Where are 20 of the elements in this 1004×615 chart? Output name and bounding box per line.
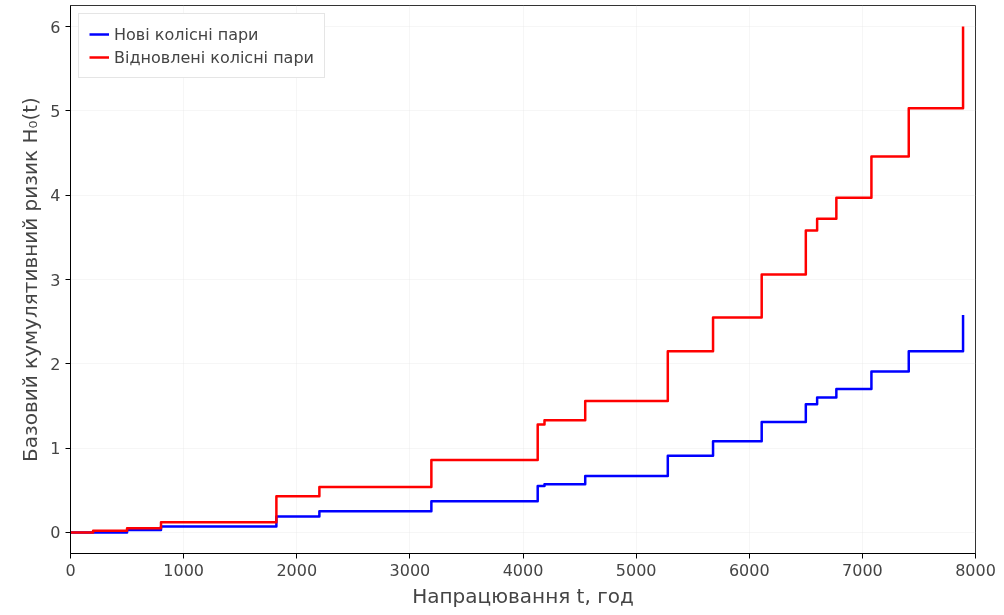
legend-label: Відновлені колісні пари xyxy=(114,47,314,67)
x-tick-label: 0 xyxy=(65,560,76,580)
x-tick-label: 4000 xyxy=(502,560,544,580)
legend-label: Нові колісні пари xyxy=(114,24,259,44)
y-tick-label: 0 xyxy=(50,523,61,543)
y-tick-label: 6 xyxy=(50,17,61,37)
x-tick-label: 8000 xyxy=(955,560,996,580)
x-tick-label: 7000 xyxy=(842,560,883,580)
y-axis-title: Базовий кумулятивний ризик H₀(t) xyxy=(18,97,43,462)
y-tick-label: 3 xyxy=(50,270,61,290)
x-tick-label: 3000 xyxy=(389,560,431,580)
x-tick-label: 5000 xyxy=(615,560,657,580)
x-tick-label: 2000 xyxy=(276,560,318,580)
x-tick-label: 1000 xyxy=(163,560,204,580)
x-tick-label: 6000 xyxy=(728,560,770,580)
y-tick-label: 1 xyxy=(50,439,61,459)
x-axis-title: Напрацювання t, год xyxy=(412,583,634,608)
y-tick-label: 5 xyxy=(50,101,61,121)
y-tick-label: 4 xyxy=(50,186,61,206)
y-tick-label: 2 xyxy=(50,354,61,374)
